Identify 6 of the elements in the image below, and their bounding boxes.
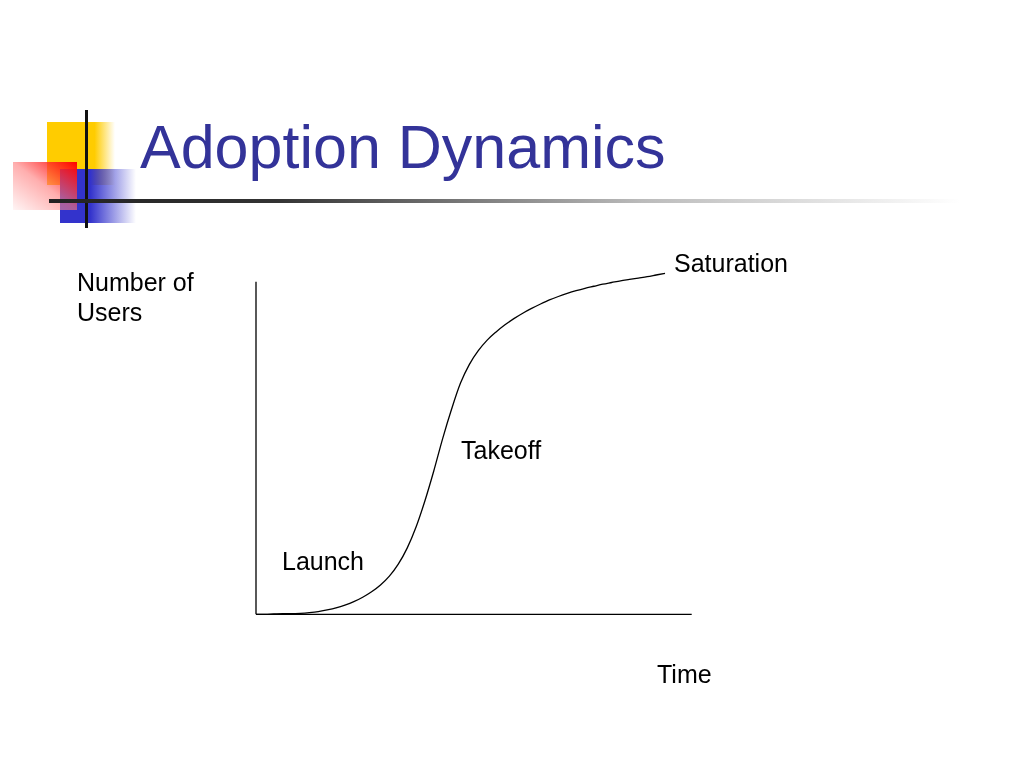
annotation: Takeoff xyxy=(461,435,542,464)
annotation: Saturation xyxy=(674,248,788,277)
y-axis-title: Number of Users xyxy=(77,267,195,327)
annotation: Launch xyxy=(282,546,365,575)
chart-title: Adoption Dynamics xyxy=(140,113,666,181)
x-axis-title: Time xyxy=(657,659,712,689)
